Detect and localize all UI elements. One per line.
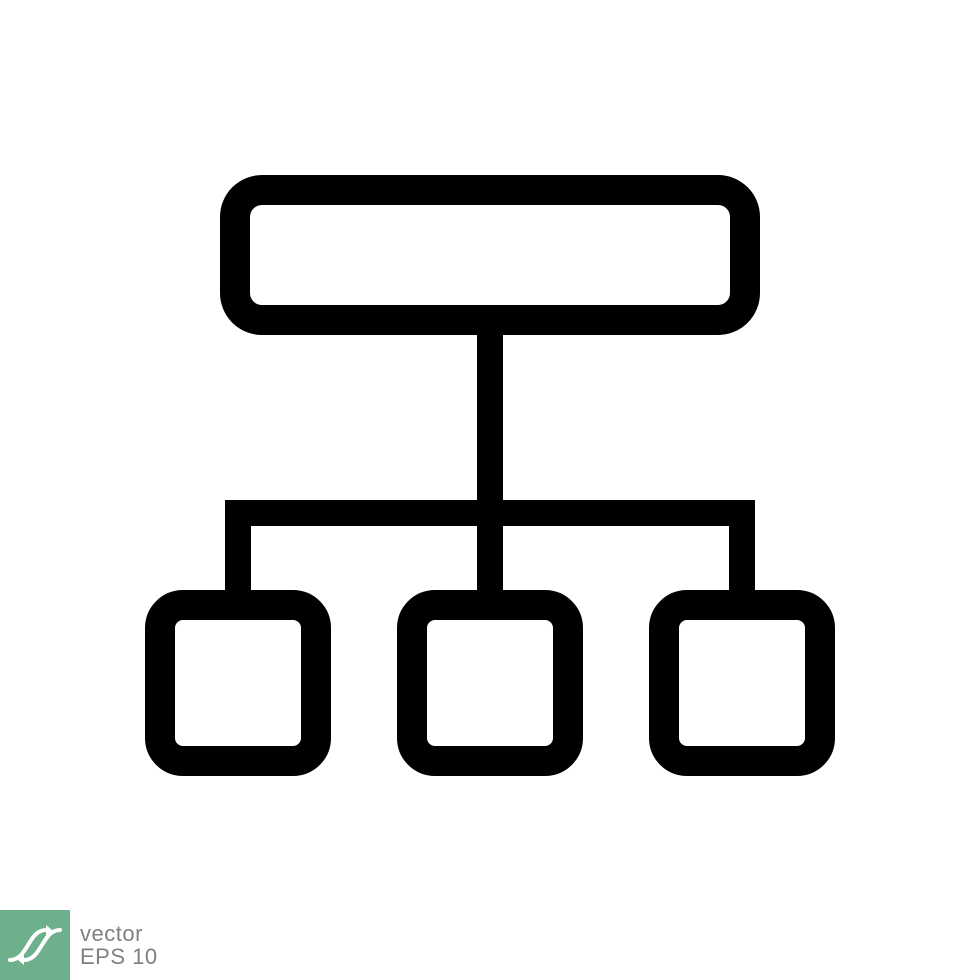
connector-vertical-main — [477, 335, 503, 515]
connector-drop-right — [729, 500, 755, 595]
connector-drop-left — [225, 500, 251, 595]
vector-bezier-icon — [0, 910, 70, 980]
org-chart-child-node — [145, 590, 331, 776]
diagram-canvas: vector EPS 10 — [0, 0, 980, 980]
vector-badge-text: vector EPS 10 — [80, 922, 158, 968]
vector-eps-badge: vector EPS 10 — [0, 910, 158, 980]
org-chart-child-node — [649, 590, 835, 776]
org-chart-root-node — [220, 175, 760, 335]
vector-badge-line2: EPS 10 — [80, 945, 158, 968]
org-chart-child-node — [397, 590, 583, 776]
connector-drop-center — [477, 500, 503, 595]
vector-badge-line1: vector — [80, 922, 158, 945]
